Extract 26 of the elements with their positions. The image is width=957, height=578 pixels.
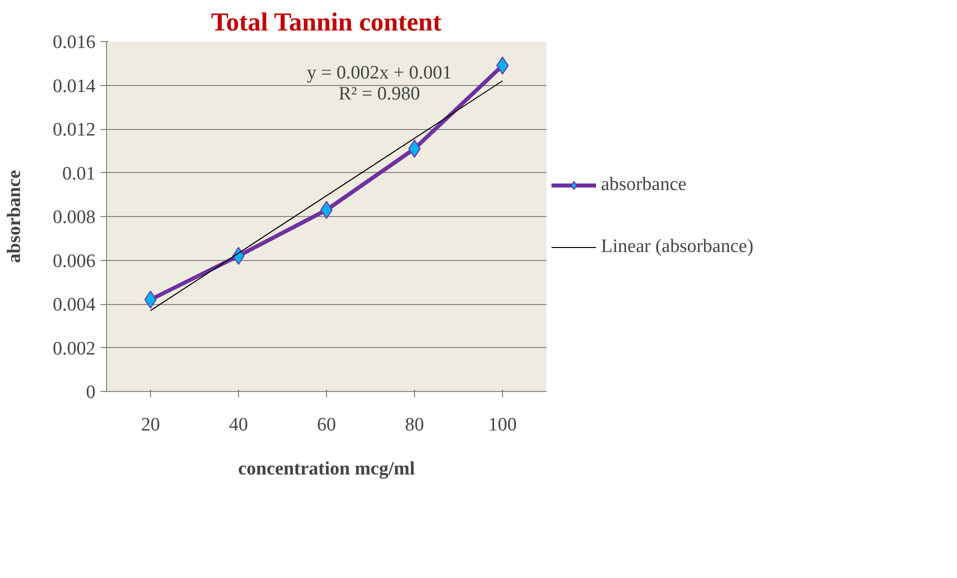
point xyxy=(496,56,509,75)
y-tick-label: 0.008 xyxy=(52,207,96,228)
annotation: R² = 0.980 xyxy=(338,84,420,104)
y-tick-label: 0.002 xyxy=(52,338,96,360)
x-axis-title: concentration mcg/ml xyxy=(238,458,415,480)
y-axis-title: absorbance xyxy=(4,170,25,263)
point xyxy=(320,200,333,219)
chart-title: Total Tannin content xyxy=(211,8,442,36)
annotation: y = 0.002x + 0.001 xyxy=(306,62,452,84)
x-tick-label: 80 xyxy=(405,414,424,436)
y-tick-label: 0.014 xyxy=(52,76,96,97)
point xyxy=(408,140,421,158)
legend-label: absorbance xyxy=(601,174,686,196)
y-tick-label: 0.01 xyxy=(62,163,96,184)
y-tick-label: 0.004 xyxy=(52,294,96,316)
y-tick-label: 0.006 xyxy=(52,250,96,272)
x-tick-label: 20 xyxy=(141,414,160,436)
y-tick-label: 0.016 xyxy=(52,32,96,53)
x-tick-label: 100 xyxy=(488,414,517,436)
x-tick-label: 60 xyxy=(317,414,336,436)
y-tick-label: 0.012 xyxy=(52,120,96,140)
legend-label: Linear (absorbance) xyxy=(601,236,754,258)
point xyxy=(144,290,157,309)
y-tick-label: 0 xyxy=(86,382,96,403)
point xyxy=(232,246,245,265)
x-tick-label: 40 xyxy=(229,414,248,436)
